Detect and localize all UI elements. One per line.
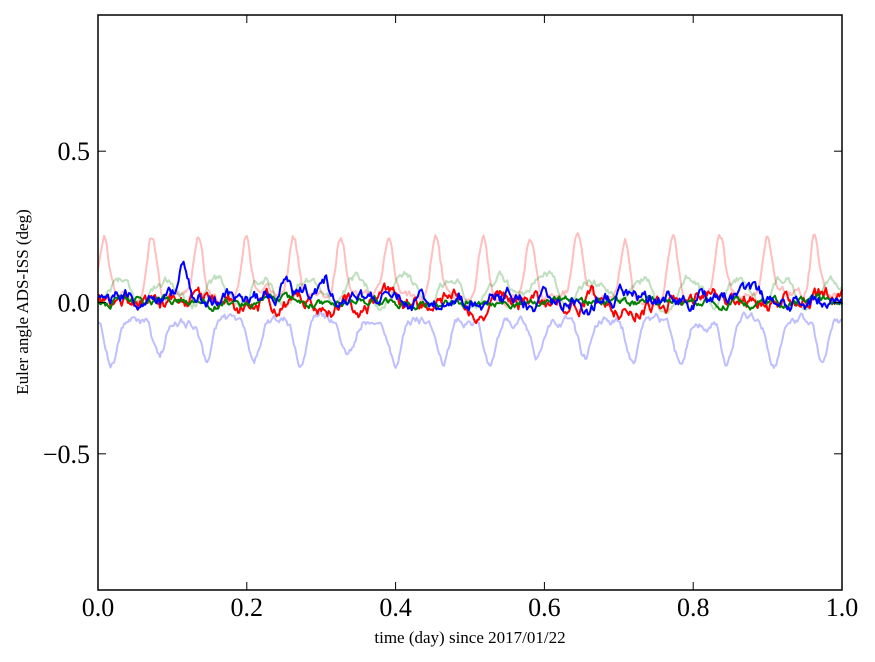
- x-tick-label: 0.6: [528, 593, 561, 622]
- y-tick-label: −0.5: [43, 440, 90, 469]
- series-line-5: [98, 260, 843, 316]
- x-tick-label: 0.2: [231, 593, 264, 622]
- y-tick-label: 0.5: [58, 137, 91, 166]
- series-line-2: [97, 311, 843, 369]
- x-tick-label: 0.8: [677, 593, 710, 622]
- y-axis-label: Euler angle ADS-ISS (deg): [13, 209, 32, 395]
- x-axis-label: time (day) since 2017/01/22: [374, 628, 565, 647]
- series-line-4: [97, 291, 842, 312]
- x-tick-label: 1.0: [826, 593, 859, 622]
- y-tick-label: 0.0: [58, 289, 91, 318]
- series-layer: [97, 232, 843, 369]
- x-tick-label: 0.0: [82, 593, 115, 622]
- x-tick-label: 0.4: [379, 593, 412, 622]
- tick-layer: 0.0 0.2 0.4 0.6 0.8 1.0 −0.5 0.0 0.5: [43, 15, 858, 622]
